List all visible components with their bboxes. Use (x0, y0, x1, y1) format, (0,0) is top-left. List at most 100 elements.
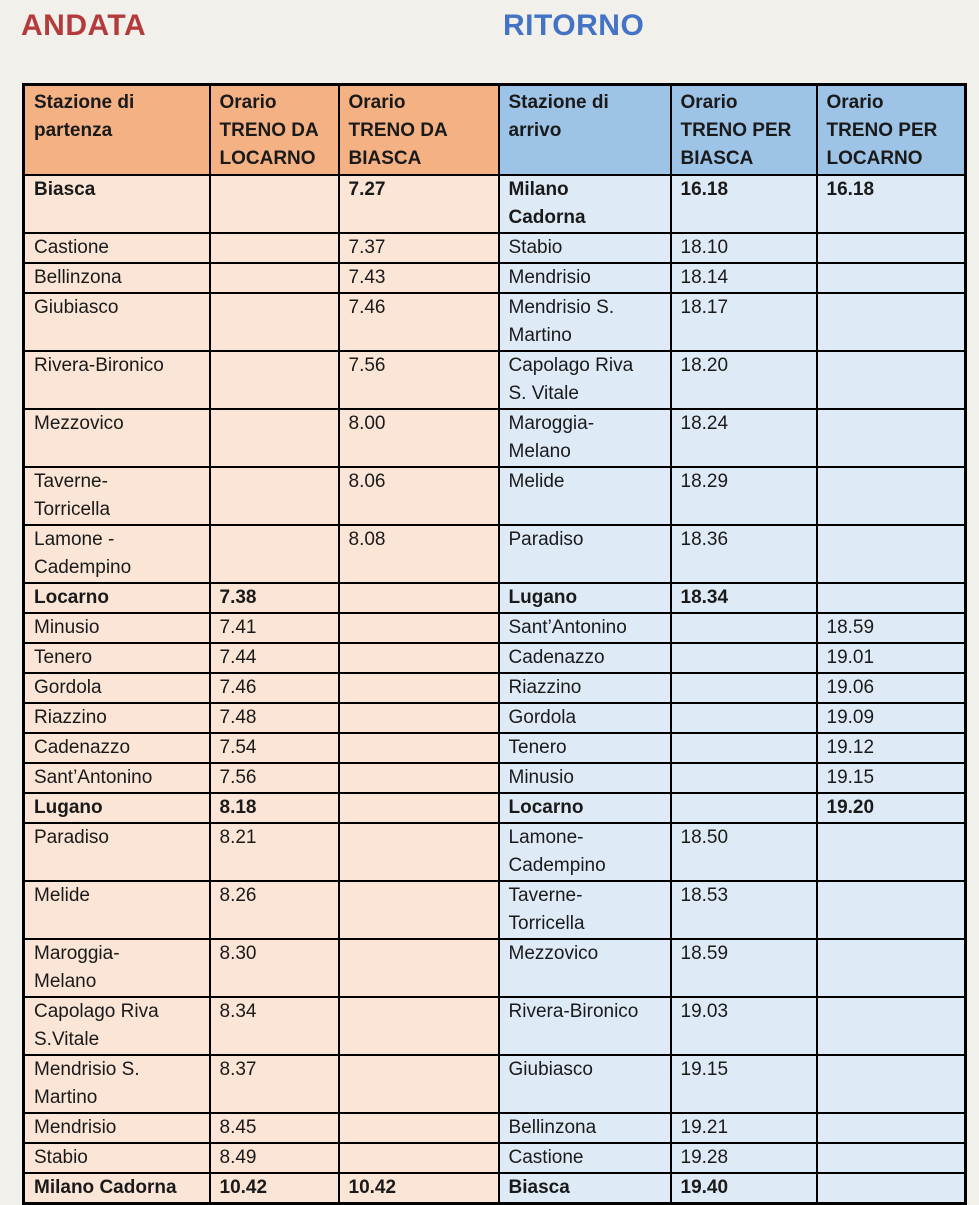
cell-stazione-di-partenza: Melide (22, 880, 211, 940)
cell-orario-treno-da-locarno: 8.21 (208, 822, 340, 882)
col-header-orario-treno-da-biasca: Orario TRENO DA BIASCA (337, 83, 500, 176)
cell-orario-treno-per-locarno (815, 350, 967, 410)
cell-stazione-di-partenza: Maroggia- Melano (22, 938, 211, 998)
table-row: Lugano 8.18 Locarno 19.20 (22, 792, 967, 824)
cell-orario-treno-da-biasca (337, 938, 500, 998)
cell-orario-treno-per-locarno (815, 822, 967, 882)
table-row: Castione 7.37 Stabio 18.10 (22, 232, 967, 264)
cell-orario-treno-da-locarno: 7.41 (208, 612, 340, 644)
cell-stazione-di-partenza: Sant’Antonino (22, 762, 211, 794)
cell-stazione-di-arrivo: Castione (497, 1142, 672, 1174)
cell-stazione-di-arrivo: Paradiso (497, 524, 672, 584)
cell-orario-treno-per-biasca: 18.29 (669, 466, 818, 526)
cell-orario-treno-da-locarno (208, 292, 340, 352)
table-row: Paradiso 8.21 Lamone- Cadempino 18.50 (22, 822, 967, 882)
cell-orario-treno-da-locarno: 10.42 (208, 1172, 340, 1205)
cell-orario-treno-da-biasca (337, 672, 500, 704)
cell-orario-treno-per-biasca: 19.03 (669, 996, 818, 1056)
cell-orario-treno-per-locarno: 19.09 (815, 702, 967, 734)
table-row: Riazzino 7.48 Gordola 19.09 (22, 702, 967, 734)
ritorno-title: RITORNO (503, 9, 645, 42)
cell-stazione-di-partenza: Tenero (22, 642, 211, 674)
cell-stazione-di-arrivo: Mezzovico (497, 938, 672, 998)
cell-stazione-di-arrivo: Rivera-Bironico (497, 996, 672, 1056)
cell-orario-treno-per-locarno: 16.18 (815, 174, 967, 234)
cell-orario-treno-da-biasca (337, 880, 500, 940)
cell-orario-treno-da-biasca (337, 1054, 500, 1114)
cell-stazione-di-arrivo: Giubiasco (497, 1054, 672, 1114)
cell-orario-treno-da-biasca: 7.46 (337, 292, 500, 352)
cell-orario-treno-da-biasca: 10.42 (337, 1172, 500, 1205)
cell-stazione-di-arrivo: Sant’Antonino (497, 612, 672, 644)
cell-orario-treno-da-biasca: 8.00 (337, 408, 500, 468)
cell-stazione-di-arrivo: Melide (497, 466, 672, 526)
cell-orario-treno-da-locarno: 7.54 (208, 732, 340, 764)
cell-orario-treno-da-biasca: 8.06 (337, 466, 500, 526)
cell-orario-treno-da-biasca (337, 732, 500, 764)
table-row: Stabio 8.49 Castione 19.28 (22, 1142, 967, 1174)
table-row: Minusio 7.41 Sant’Antonino 18.59 (22, 612, 967, 644)
cell-stazione-di-arrivo: Capolago Riva S. Vitale (497, 350, 672, 410)
cell-orario-treno-per-biasca (669, 702, 818, 734)
cell-orario-treno-per-locarno (815, 408, 967, 468)
cell-orario-treno-per-biasca: 18.24 (669, 408, 818, 468)
cell-stazione-di-arrivo: Locarno (497, 792, 672, 824)
cell-stazione-di-arrivo: Taverne- Torricella (497, 880, 672, 940)
cell-orario-treno-per-biasca: 18.50 (669, 822, 818, 882)
cell-stazione-di-partenza: Capolago Riva S.Vitale (22, 996, 211, 1056)
table-row: Gordola 7.46 Riazzino 19.06 (22, 672, 967, 704)
cell-stazione-di-partenza: Lamone - Cadempino (22, 524, 211, 584)
cell-orario-treno-da-biasca (337, 1112, 500, 1144)
cell-orario-treno-da-biasca (337, 642, 500, 674)
cell-stazione-di-partenza: Mendrisio S. Martino (22, 1054, 211, 1114)
cell-stazione-di-arrivo: Lugano (497, 582, 672, 614)
cell-orario-treno-per-locarno: 19.15 (815, 762, 967, 794)
col-header-orario-treno-da-locarno: Orario TRENO DA LOCARNO (208, 83, 340, 176)
cell-stazione-di-partenza: Gordola (22, 672, 211, 704)
cell-orario-treno-da-locarno: 7.46 (208, 672, 340, 704)
cell-orario-treno-per-locarno: 19.20 (815, 792, 967, 824)
cell-orario-treno-da-locarno: 8.26 (208, 880, 340, 940)
cell-orario-treno-per-locarno (815, 996, 967, 1056)
cell-stazione-di-partenza: Stabio (22, 1142, 211, 1174)
cell-stazione-di-partenza: Milano Cadorna (22, 1172, 211, 1205)
cell-stazione-di-arrivo: Mendrisio S. Martino (497, 292, 672, 352)
col-header-stazione-di-arrivo: Stazione di arrivo (497, 83, 672, 176)
cell-orario-treno-per-locarno (815, 232, 967, 264)
cell-stazione-di-partenza: Riazzino (22, 702, 211, 734)
table-row: Mezzovico 8.00 Maroggia- Melano 18.24 (22, 408, 967, 468)
cell-stazione-di-partenza: Giubiasco (22, 292, 211, 352)
cell-orario-treno-per-biasca (669, 792, 818, 824)
table-row: Cadenazzo 7.54 Tenero 19.12 (22, 732, 967, 764)
cell-stazione-di-arrivo: Maroggia- Melano (497, 408, 672, 468)
cell-stazione-di-arrivo: Lamone- Cadempino (497, 822, 672, 882)
cell-orario-treno-da-biasca: 7.37 (337, 232, 500, 264)
cell-orario-treno-da-locarno (208, 232, 340, 264)
cell-stazione-di-partenza: Castione (22, 232, 211, 264)
cell-orario-treno-da-biasca (337, 996, 500, 1056)
cell-orario-treno-per-biasca: 19.28 (669, 1142, 818, 1174)
cell-orario-treno-per-locarno (815, 938, 967, 998)
cell-stazione-di-arrivo: Cadenazzo (497, 642, 672, 674)
cell-orario-treno-per-biasca (669, 762, 818, 794)
cell-orario-treno-per-locarno: 19.06 (815, 672, 967, 704)
cell-orario-treno-per-biasca (669, 642, 818, 674)
cell-orario-treno-da-biasca: 7.27 (337, 174, 500, 234)
cell-stazione-di-arrivo: Bellinzona (497, 1112, 672, 1144)
cell-stazione-di-partenza: Bellinzona (22, 262, 211, 294)
cell-orario-treno-per-locarno: 18.59 (815, 612, 967, 644)
cell-stazione-di-arrivo: Stabio (497, 232, 672, 264)
table-row: Locarno 7.38 Lugano 18.34 (22, 582, 967, 614)
col-header-orario-treno-per-biasca: Orario TRENO PER BIASCA (669, 83, 818, 176)
cell-orario-treno-per-locarno (815, 1142, 967, 1174)
cell-orario-treno-per-locarno: 19.01 (815, 642, 967, 674)
cell-orario-treno-per-biasca (669, 732, 818, 764)
cell-orario-treno-da-locarno: 8.37 (208, 1054, 340, 1114)
cell-orario-treno-da-biasca: 7.56 (337, 350, 500, 410)
table-row: Maroggia- Melano 8.30 Mezzovico 18.59 (22, 938, 967, 998)
cell-stazione-di-arrivo: Riazzino (497, 672, 672, 704)
cell-stazione-di-arrivo: Milano Cadorna (497, 174, 672, 234)
cell-orario-treno-da-locarno: 8.30 (208, 938, 340, 998)
cell-orario-treno-da-biasca (337, 702, 500, 734)
